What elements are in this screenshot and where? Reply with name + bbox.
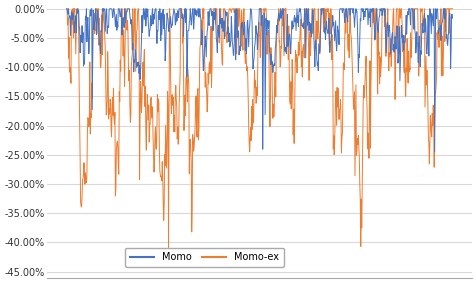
Legend: Momo, Momo-ex: Momo, Momo-ex — [125, 248, 284, 267]
